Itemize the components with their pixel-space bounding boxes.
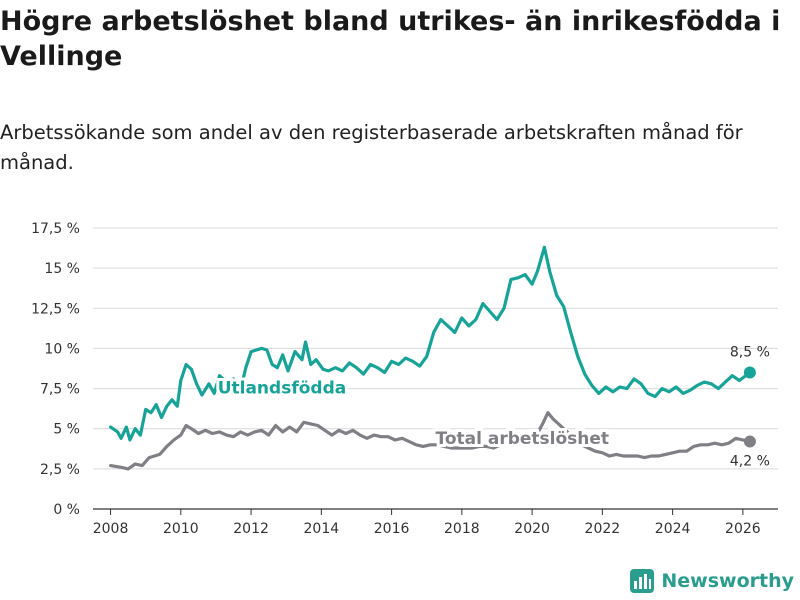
y-tick-label: 7,5 % (40, 382, 80, 398)
x-tick-label: 2008 (93, 521, 129, 537)
y-tick-label: 17,5 % (31, 221, 80, 237)
x-tick-label: 2026 (725, 521, 761, 537)
y-tick-label: 2,5 % (40, 462, 80, 478)
x-tick-label: 2024 (655, 521, 691, 537)
x-tick-label: 2022 (585, 521, 621, 537)
x-axis-ticks: 2008 2010 2012 2014 2016 2018 2020 2022 2024 2026 (93, 509, 761, 537)
x-tick-label: 2016 (374, 521, 410, 537)
x-tick-label: 2014 (304, 521, 340, 537)
x-tick-label: 2012 (233, 521, 269, 537)
y-tick-label: 0 % (53, 502, 80, 518)
series-line-utlandsfodda (109, 245, 752, 442)
end-value-total: 4,2 % (730, 454, 770, 470)
series-end-point-utlandsfodda (743, 366, 756, 379)
x-tick-label: 2018 (444, 521, 480, 537)
brand-logo: Newsworthy (629, 568, 794, 594)
chart-subtitle: Arbetssökande som andel av den registerb… (0, 121, 743, 174)
series-name-total: Total arbetslöshet (436, 429, 610, 449)
gridlines (93, 227, 778, 510)
brand-name: Newsworthy (661, 570, 794, 592)
series-line-total (109, 411, 752, 471)
y-tick-label: 12,5 % (31, 301, 80, 317)
newsworthy-logo-icon (630, 569, 655, 593)
series-end-point-total (743, 435, 756, 448)
y-axis-ticks: 0 % 2,5 % 5 % 7,5 % 10 % 12,5 % 15 % 17,5 % (31, 221, 80, 518)
x-tick-label: 2010 (163, 521, 199, 537)
series-labels: Utlandsfödda Total arbetslöshet 8,5 % 4,2 % (215, 345, 770, 470)
chart-title: Högre arbetslöshet bland utrikes- än inr… (0, 6, 781, 72)
x-tick-label: 2020 (514, 521, 550, 537)
series-lines (109, 245, 756, 471)
y-tick-label: 15 % (44, 261, 80, 277)
y-tick-label: 5 % (53, 422, 80, 438)
y-tick-label: 10 % (44, 341, 80, 357)
end-value-utlandsfodda: 8,5 % (730, 345, 770, 361)
series-name-utlandsfodda: Utlandsfödda (218, 378, 347, 398)
